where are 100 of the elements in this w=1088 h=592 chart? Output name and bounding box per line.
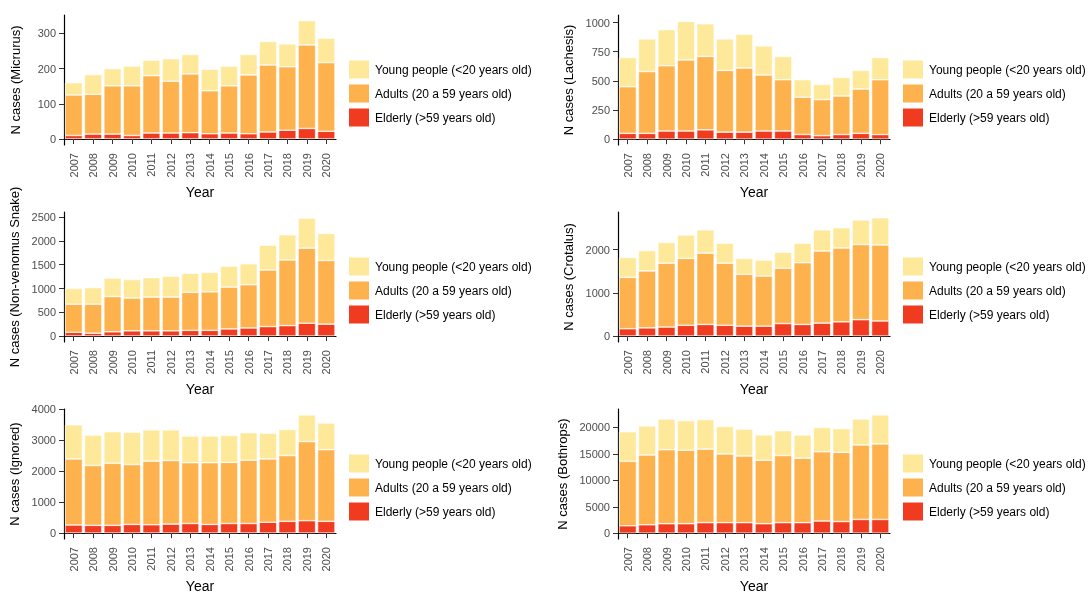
x-tick-label: 2014 bbox=[203, 350, 216, 375]
x-tick-label: 2018 bbox=[835, 547, 848, 572]
y-axis-title: N cases (Micrurus) bbox=[8, 25, 23, 135]
y-tick-label: 750 bbox=[591, 45, 610, 58]
x-tick-label: 2013 bbox=[184, 350, 197, 375]
x-tick-label: 2015 bbox=[777, 153, 790, 178]
x-tick-label: 2018 bbox=[281, 350, 294, 375]
x-tick-label: 2009 bbox=[106, 153, 119, 178]
x-tick-label: 2009 bbox=[660, 547, 673, 572]
y-tick-label: 500 bbox=[591, 74, 610, 87]
y-axis-title: N cases (Lachesis) bbox=[560, 24, 576, 136]
x-tick-label: 2008 bbox=[87, 153, 100, 178]
x-tick-label: 2011 bbox=[145, 350, 158, 374]
legend-label: Adults (20 a 59 years old) bbox=[375, 283, 512, 298]
x-tick-label: 2008 bbox=[641, 547, 654, 572]
x-tick-label: 2020 bbox=[320, 350, 333, 375]
x-tick-label: 2011 bbox=[145, 547, 158, 571]
x-tick-label: 2007 bbox=[67, 153, 80, 178]
x-tick-label: 2008 bbox=[87, 350, 100, 375]
x-tick-label: 2007 bbox=[621, 153, 634, 178]
x-tick-label: 2011 bbox=[699, 547, 712, 571]
y-tick-label: 1000 bbox=[585, 16, 610, 29]
x-tick-label: 2009 bbox=[106, 547, 119, 572]
x-tick-label: 2012 bbox=[164, 153, 177, 178]
y-tick-label: 5000 bbox=[585, 500, 610, 513]
x-tick-label: 2011 bbox=[699, 153, 712, 177]
y-tick-label: 100 bbox=[37, 97, 56, 110]
x-tick-label: 2010 bbox=[126, 153, 138, 178]
x-tick-label: 2007 bbox=[621, 547, 634, 572]
legend-label: Young people (<20 years old) bbox=[929, 259, 1086, 274]
y-tick-label: 2000 bbox=[31, 234, 56, 247]
x-tick-label: 2017 bbox=[262, 350, 274, 375]
x-tick-label: 2013 bbox=[738, 153, 751, 178]
y-tick-label: 0 bbox=[603, 330, 610, 343]
x-tick-label: 2010 bbox=[126, 547, 138, 572]
x-tick-label: 2019 bbox=[854, 547, 867, 572]
x-axis-title: Year bbox=[739, 184, 769, 201]
legend-label: Young people (<20 years old) bbox=[929, 456, 1086, 471]
x-tick-label: 2010 bbox=[680, 547, 692, 572]
y-tick-label: 10000 bbox=[579, 474, 610, 487]
x-tick-label: 2012 bbox=[164, 547, 177, 572]
x-tick-label: 2007 bbox=[67, 350, 80, 375]
x-tick-label: 2018 bbox=[281, 153, 294, 178]
legend-label: Adults (20 a 59 years old) bbox=[375, 480, 512, 495]
x-tick-label: 2014 bbox=[757, 350, 770, 375]
x-tick-label: 2018 bbox=[835, 350, 848, 375]
y-tick-label: 500 bbox=[37, 306, 56, 319]
y-tick-label: 1000 bbox=[585, 286, 610, 299]
x-tick-label: 2017 bbox=[262, 153, 274, 178]
x-tick-label: 2013 bbox=[738, 547, 751, 572]
x-tick-label: 2007 bbox=[621, 350, 634, 375]
x-tick-label: 2017 bbox=[816, 547, 828, 572]
y-tick-label: 1000 bbox=[31, 282, 56, 295]
y-tick-label: 300 bbox=[37, 27, 56, 40]
y-axis-title: N cases (Ignored) bbox=[6, 422, 22, 526]
y-tick-label: 0 bbox=[49, 527, 56, 540]
x-tick-label: 2012 bbox=[718, 350, 731, 375]
x-axis-title: Year bbox=[739, 381, 769, 398]
x-tick-label: 2012 bbox=[718, 153, 731, 178]
x-tick-label: 2010 bbox=[680, 350, 692, 375]
x-tick-label: 2014 bbox=[203, 153, 216, 178]
x-tick-label: 2017 bbox=[816, 350, 828, 375]
x-tick-label: 2016 bbox=[796, 153, 809, 178]
x-tick-label: 2009 bbox=[660, 153, 673, 178]
y-tick-label: 250 bbox=[591, 104, 610, 117]
legend-label: Elderly (>59 years old) bbox=[375, 307, 496, 322]
y-tick-label: 1000 bbox=[31, 496, 56, 509]
x-tick-label: 2020 bbox=[874, 153, 887, 178]
y-tick-label: 15000 bbox=[579, 447, 610, 460]
legend-label: Adults (20 a 59 years old) bbox=[929, 480, 1066, 495]
legend-label: Elderly (>59 years old) bbox=[929, 110, 1050, 125]
y-axis-title: N cases (Crotalus) bbox=[560, 223, 576, 331]
legend-label: Elderly (>59 years old) bbox=[375, 504, 496, 519]
x-tick-label: 2014 bbox=[757, 153, 770, 178]
x-tick-label: 2014 bbox=[203, 547, 216, 572]
x-tick-label: 2015 bbox=[223, 153, 236, 178]
x-tick-label: 2013 bbox=[184, 547, 197, 572]
x-tick-label: 2015 bbox=[777, 547, 790, 572]
x-tick-label: 2009 bbox=[660, 350, 673, 375]
legend-label: Young people (<20 years old) bbox=[375, 259, 532, 274]
legend-label: Adults (20 a 59 years old) bbox=[929, 283, 1066, 298]
x-tick-label: 2012 bbox=[164, 350, 177, 375]
x-tick-label: 2019 bbox=[300, 153, 313, 178]
x-tick-label: 2016 bbox=[796, 547, 809, 572]
x-tick-label: 2015 bbox=[777, 350, 790, 375]
y-tick-label: 200 bbox=[37, 62, 56, 75]
x-tick-label: 2011 bbox=[699, 350, 712, 374]
x-tick-label: 2007 bbox=[67, 547, 80, 572]
y-tick-label: 0 bbox=[49, 133, 56, 146]
x-tick-label: 2012 bbox=[718, 547, 731, 572]
x-axis-title: Year bbox=[185, 381, 215, 398]
x-tick-label: 2010 bbox=[126, 350, 138, 375]
x-tick-label: 2016 bbox=[242, 153, 255, 178]
x-tick-label: 2009 bbox=[106, 350, 119, 375]
legend-label: Elderly (>59 years old) bbox=[929, 307, 1050, 322]
y-axis-title: N cases (Bothrops) bbox=[554, 418, 570, 530]
legend-label: Elderly (>59 years old) bbox=[375, 110, 496, 125]
x-tick-label: 2014 bbox=[757, 547, 770, 572]
x-tick-label: 2013 bbox=[738, 350, 751, 375]
y-tick-label: 0 bbox=[603, 133, 610, 146]
